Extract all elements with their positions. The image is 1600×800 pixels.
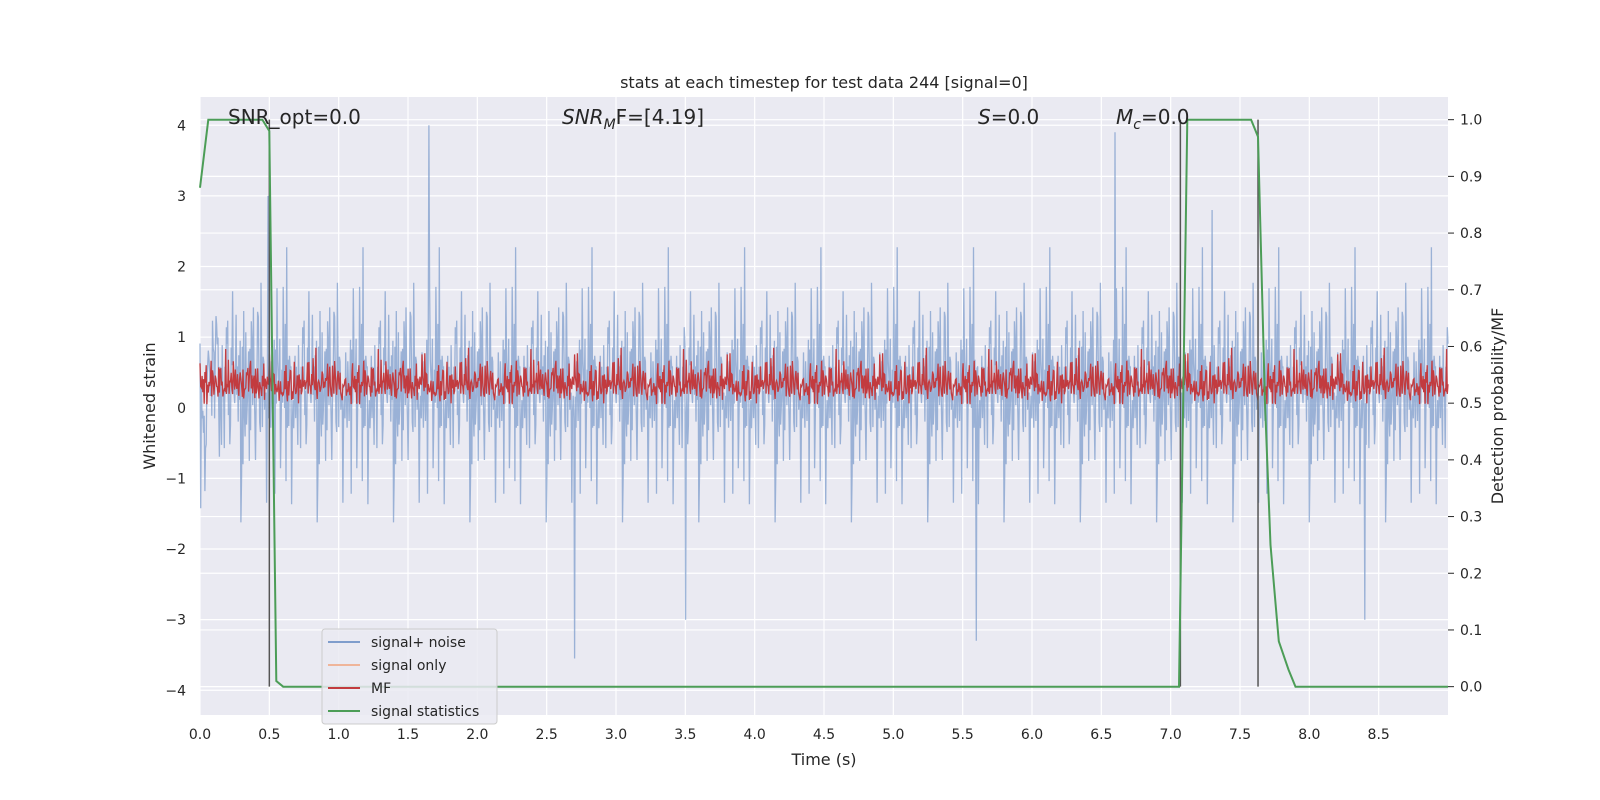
y-right-tick-label: 0.6 (1460, 339, 1482, 355)
s-value: =0.0 (991, 105, 1040, 129)
y-right-tick-label: 0.1 (1460, 623, 1482, 639)
y-right-tick-label: 0.5 (1460, 396, 1482, 412)
s-symbol: S (978, 105, 991, 129)
x-tick-label: 3.5 (674, 727, 696, 743)
y-right-tick-label: 0.8 (1460, 226, 1482, 242)
y-tick-label: 2 (177, 260, 186, 276)
x-tick-label: 4.5 (813, 727, 835, 743)
x-tick-label: 7.0 (1160, 727, 1182, 743)
grid (199, 97, 1448, 715)
x-tick-label: 6.5 (1090, 727, 1112, 743)
x-tick-label: 3.0 (605, 727, 627, 743)
y-ticks-left: 4 3 2 1 0 −1 −2 −3 −4 (165, 118, 186, 699)
x-tick-label: 5.0 (882, 727, 904, 743)
y-tick-label: −1 (165, 471, 186, 487)
y-tick-label: −3 (165, 613, 186, 629)
mc-symbol: M (1116, 105, 1133, 129)
mf-line (199, 347, 1449, 405)
y-tick-label: 3 (177, 189, 186, 205)
snr-mf-rest: F=[4.19] (616, 105, 704, 129)
x-tick-label: 7.5 (1229, 727, 1251, 743)
chart-title: stats at each timestep for test data 244… (620, 73, 1028, 92)
y-right-tick-label: 0.2 (1460, 566, 1482, 582)
x-tick-label: 0.0 (189, 727, 211, 743)
mf-series (199, 347, 1449, 405)
x-tick-label: 8.0 (1298, 727, 1320, 743)
y-right-tick-label: 0.7 (1460, 283, 1482, 299)
y-right-tick-label: 0.3 (1460, 510, 1482, 526)
y-right-tick-label: 0.9 (1460, 169, 1482, 185)
signal-noise-line (199, 125, 1449, 659)
mc-value: =0.0 (1141, 105, 1190, 129)
y-axis-label: Whitened strain (140, 342, 159, 469)
mc-subscript: c (1133, 117, 1141, 133)
x-tick-label: 5.5 (952, 727, 974, 743)
x-tick-label: 2.5 (536, 727, 558, 743)
y-tick-label: −2 (165, 542, 186, 558)
y-right-tick-label: 1.0 (1460, 113, 1482, 129)
y-tick-label: 0 (177, 401, 186, 417)
x-tick-label: 1.0 (328, 727, 350, 743)
signal-noise-series (199, 125, 1449, 659)
s-annotation: S=0.0 (978, 105, 1039, 129)
y-ticks-right: 1.0 0.9 0.8 0.7 0.6 0.5 0.4 0.3 0.2 0.1 0.0 (1448, 113, 1482, 696)
y-axis-label-right: Detection probability/MF (1488, 308, 1507, 505)
y-tick-label: 1 (177, 330, 186, 346)
y-tick-label: −4 (165, 683, 186, 699)
x-tick-label: 6.0 (1021, 727, 1043, 743)
y-right-tick-label: 0.0 (1460, 680, 1482, 696)
snr-mf-base: SNR (562, 105, 604, 129)
y-right-tick-label: 0.4 (1460, 453, 1482, 469)
legend-label-signal-only: signal only (371, 658, 446, 674)
mc-annotation: Mc=0.0 (1116, 105, 1190, 133)
y-tick-label: 4 (177, 118, 186, 134)
x-axis-label: Time (s) (790, 750, 856, 769)
legend-label-signal-noise: signal+ noise (371, 635, 466, 651)
x-tick-label: 0.5 (258, 727, 280, 743)
legend: signal+ noise signal only MF signal stat… (321, 628, 498, 725)
signal-statistics-series (199, 118, 1448, 688)
snr-mf-annotation: SNRMF=[4.19] (562, 105, 704, 133)
snr-opt-annotation: SNR_opt=0.0 (228, 105, 361, 129)
x-ticks: 0.0 0.5 1.0 1.5 2.0 2.5 3.0 3.5 4.0 4.5 5.0 5.5 6.0 6… (189, 727, 1390, 743)
x-tick-label: 2.0 (466, 727, 488, 743)
snr-mf-subscript: M (604, 117, 616, 133)
legend-label-signal-statistics: signal statistics (371, 704, 479, 720)
legend-label-mf: MF (371, 681, 391, 697)
x-tick-label: 1.5 (397, 727, 419, 743)
x-tick-label: 4.0 (744, 727, 766, 743)
x-tick-label: 8.5 (1368, 727, 1390, 743)
legend-box (321, 628, 498, 725)
signal-statistics-line (199, 118, 1448, 688)
